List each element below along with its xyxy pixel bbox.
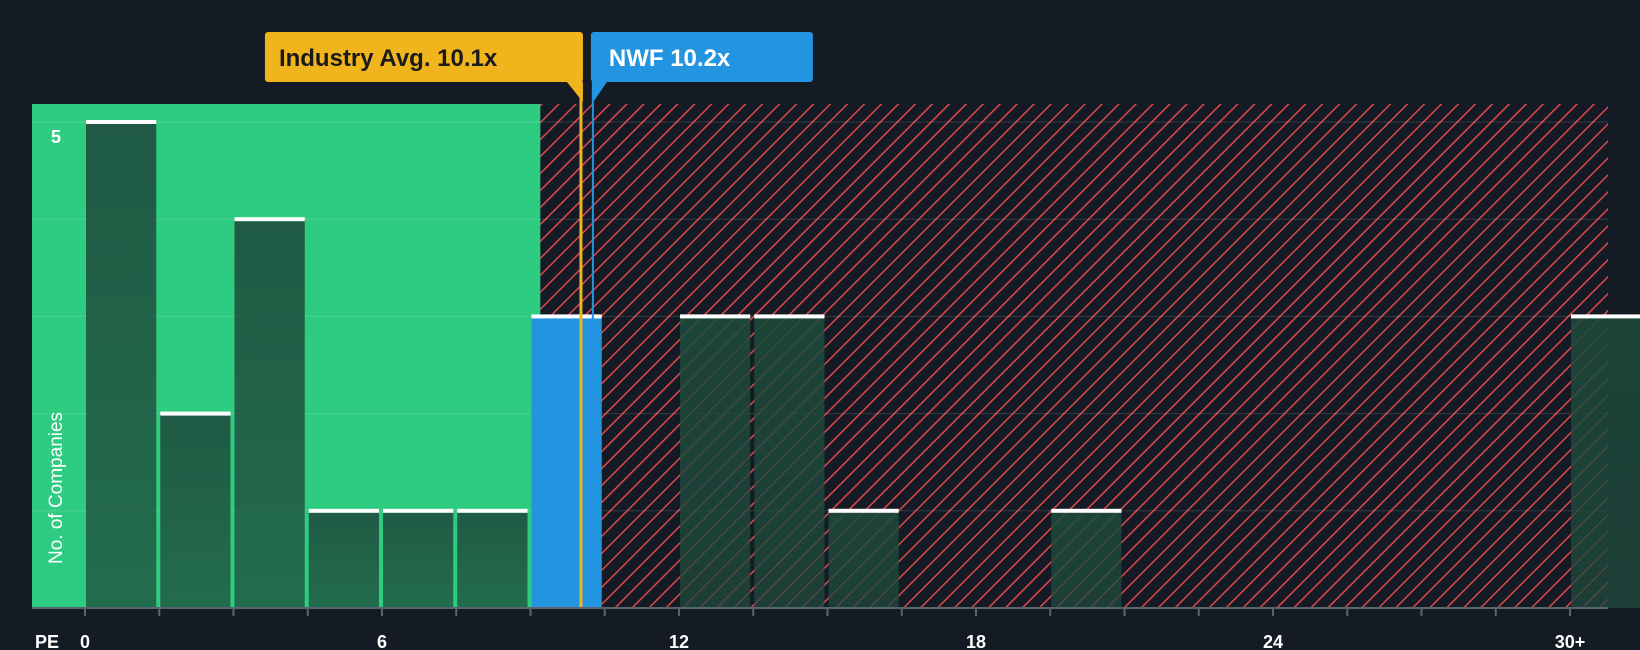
- bar-cap: [160, 411, 231, 416]
- histogram-bar: [1051, 510, 1122, 608]
- histogram-bar: [234, 219, 305, 608]
- x-tick-label: 6: [377, 632, 387, 650]
- company-pe-callout: [590, 32, 813, 82]
- x-tick-label: 30+: [1555, 632, 1586, 650]
- company-pe-pointer: [591, 82, 607, 104]
- industry-avg-pointer: [566, 82, 583, 102]
- x-tick-label: 0: [80, 632, 90, 650]
- histogram-bar: [680, 316, 751, 608]
- bar-cap: [531, 314, 602, 319]
- bar-cap: [308, 508, 379, 513]
- histogram-bar: [828, 510, 899, 608]
- histogram-bar: [308, 510, 379, 608]
- bar-cap: [1571, 314, 1640, 319]
- x-axis-label: PE: [35, 632, 59, 650]
- y-axis-label: No. of Companies: [46, 412, 67, 564]
- company-pe-label: NWF 10.2x: [609, 45, 731, 72]
- histogram-bar: [160, 413, 231, 608]
- histogram-bar: [457, 510, 528, 608]
- bar-cap: [754, 314, 825, 319]
- bar-cap: [457, 508, 528, 513]
- bar-cap: [680, 314, 751, 319]
- industry-avg-callout: [264, 32, 583, 82]
- x-tick-label: 18: [966, 632, 986, 650]
- histogram-bar: [383, 510, 454, 608]
- bar-cap: [1051, 508, 1122, 513]
- histogram-bar: [86, 122, 157, 608]
- y-tick-label: 5: [51, 127, 61, 147]
- bar-cap: [86, 120, 157, 124]
- x-tick-label: 12: [669, 632, 689, 650]
- histogram-bar: [1571, 316, 1640, 608]
- histogram-bar: [531, 316, 602, 608]
- bar-cap: [828, 508, 899, 513]
- histogram-bar: [754, 316, 825, 608]
- industry-avg-label: Industry Avg. 10.1x: [279, 45, 498, 72]
- x-tick-label: 24: [1263, 632, 1283, 650]
- bar-cap: [234, 217, 305, 222]
- bar-cap: [383, 508, 454, 513]
